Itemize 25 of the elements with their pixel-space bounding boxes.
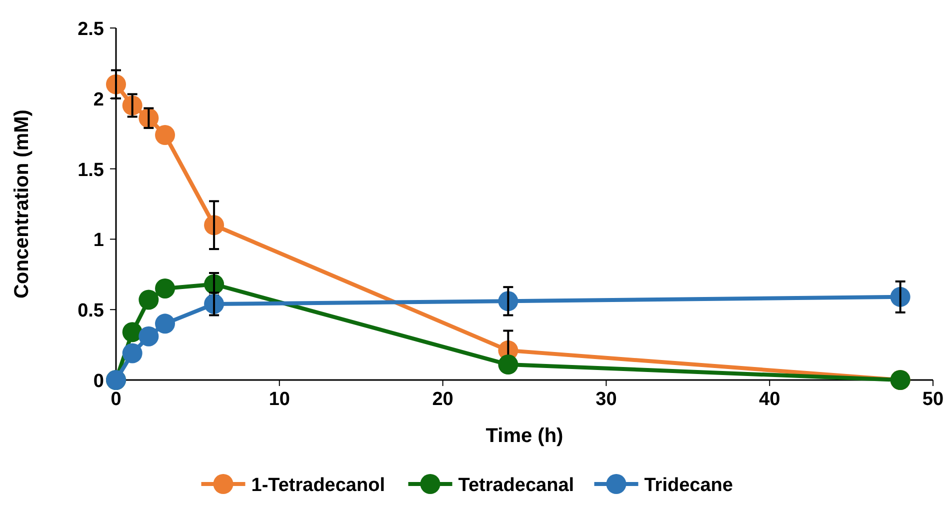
legend-label: 1-Tetradecanol [251,475,385,496]
x-tick-label: 0 [110,389,122,410]
point [138,290,159,310]
y-tick-label: 0.5 [78,300,104,322]
point [155,125,176,146]
point [138,326,159,346]
x-tick-label: 40 [759,389,780,410]
x-tick-label: 50 [922,389,944,410]
y-axis-title: Concentration (mM) [11,110,33,298]
point [122,322,142,342]
legend-label: Tridecane [644,475,733,496]
point [155,278,176,298]
point [122,343,142,364]
y-tick-label: 2 [93,89,104,110]
y-tick-label: 0 [93,371,104,392]
x-axis-title: Time (h) [486,425,564,447]
y-tick-label: 1 [93,230,104,252]
y-tick-label: 1.5 [78,160,104,181]
legend-label: Tetradecanal [458,475,574,496]
x-tick-label: 20 [432,389,454,410]
point [155,314,176,334]
x-tick-label: 30 [596,389,617,410]
point [498,354,518,375]
x-tick-label: 10 [268,389,290,410]
y-tick-label: 2.5 [78,19,104,40]
